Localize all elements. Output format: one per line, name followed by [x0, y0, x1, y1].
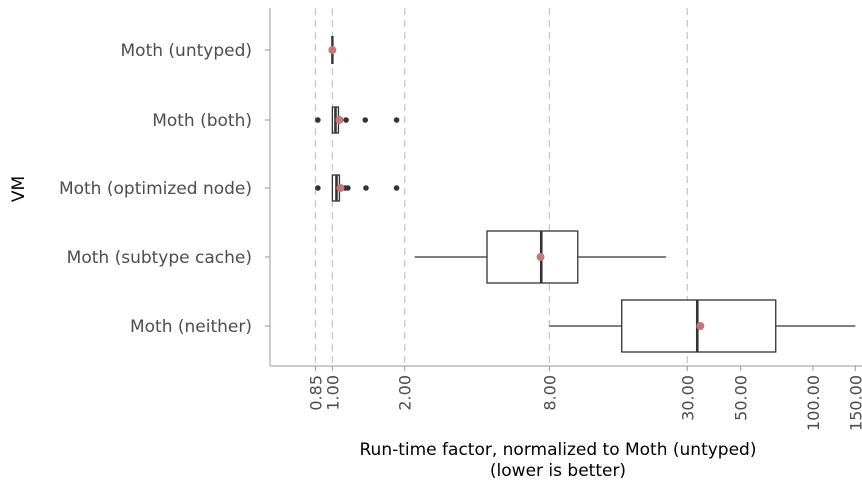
category-labels: Moth (untyped) Moth (both) Moth (optimized…	[59, 41, 252, 337]
mean-point	[536, 253, 545, 261]
x-tick-label: 1.00	[323, 375, 342, 411]
category-label: Moth (untyped)	[121, 41, 253, 61]
outlier-point	[363, 185, 369, 191]
x-tick-label: 30.00	[678, 375, 697, 421]
outlier-point	[393, 185, 400, 191]
category-label: Moth (subtype cache)	[67, 248, 252, 268]
category-label: Moth (both)	[152, 111, 252, 131]
outlier-point	[315, 117, 321, 123]
box-1	[315, 106, 400, 134]
outlier-point	[315, 185, 321, 191]
x-axis-title: Run-time factor, normalized to Moth (unt…	[360, 440, 757, 460]
x-tick-label: 0.85	[306, 375, 325, 411]
mean-point	[696, 322, 705, 330]
category-label: Moth (optimized node)	[59, 179, 252, 199]
box-series	[315, 36, 856, 353]
x-tick-label: 2.00	[396, 375, 415, 411]
x-tick-labels: 0.851.00 2.00 8.00 30.00 50.00 100.00 150.00	[306, 375, 862, 431]
x-tick-label: 8.00	[540, 375, 559, 411]
y-axis-title: VM	[9, 176, 29, 202]
mean-point	[335, 116, 344, 124]
outlier-point	[362, 117, 369, 123]
x-tick-label: 150.00	[846, 375, 862, 431]
box-iqr	[486, 230, 579, 284]
box-3	[414, 230, 667, 284]
mean-point	[336, 184, 345, 192]
x-tick-label: 100.00	[804, 375, 823, 431]
box-2	[315, 174, 400, 202]
x-axis-subtitle: (lower is better)	[490, 461, 626, 481]
mean-point	[328, 46, 337, 54]
box-0	[328, 36, 337, 64]
x-tick-label: 50.00	[732, 375, 751, 421]
outlier-point	[393, 117, 400, 123]
category-label: Moth (neither)	[130, 317, 252, 337]
outlier-point	[345, 185, 351, 191]
axes	[265, 8, 862, 371]
box-4	[549, 299, 856, 353]
outlier-point	[343, 117, 349, 123]
